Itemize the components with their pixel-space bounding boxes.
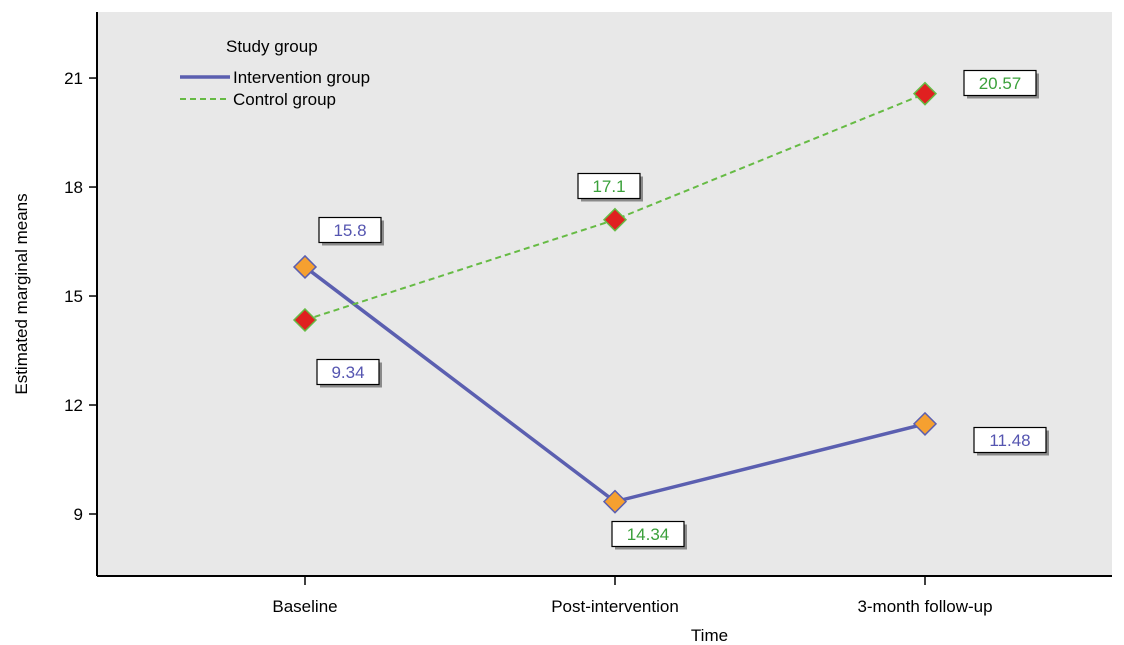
x-tick-label: Post-intervention <box>551 597 679 616</box>
y-tick-label: 21 <box>64 69 83 88</box>
legend: Study group Intervention group Control gr… <box>180 37 370 109</box>
x-tick-label: 3-month follow-up <box>857 597 992 616</box>
data-label-value: 15.8 <box>333 221 366 240</box>
data-point-marker <box>912 411 938 436</box>
data-label: 11.48 <box>973 426 1049 456</box>
series-control <box>292 81 938 333</box>
data-label-value: 14.34 <box>627 525 670 544</box>
x-tick-label: Baseline <box>272 597 337 616</box>
x-ticks: Baseline Post-intervention 3-month follow-… <box>272 576 993 616</box>
y-axis-title: Estimated marginal means <box>12 193 31 394</box>
data-point-marker <box>292 307 318 333</box>
data-label-box <box>577 172 641 200</box>
legend-entry-label: Intervention group <box>233 68 370 87</box>
data-label-box <box>318 216 382 244</box>
plot-area <box>97 12 1112 576</box>
axes <box>96 12 1112 577</box>
y-tick-label: 15 <box>64 287 83 306</box>
data-label: 15.8 <box>318 216 384 246</box>
legend-title: Study group <box>226 37 318 56</box>
data-label-value: 17.1 <box>592 177 625 196</box>
series-intervention <box>292 254 938 514</box>
data-label: 17.1 <box>577 172 643 202</box>
data-label: 9.34 <box>316 358 382 388</box>
data-label-value: 20.57 <box>979 74 1022 93</box>
data-label-value: 11.48 <box>989 431 1030 450</box>
data-label: 14.34 <box>611 520 687 550</box>
data-point-marker <box>602 207 628 232</box>
data-labels: 15.8 9.34 11.48 14.34 17.1 20.57 <box>316 69 1049 550</box>
data-point-marker <box>292 254 318 280</box>
data-label: 20.57 <box>963 69 1039 99</box>
data-label-box <box>611 520 685 548</box>
y-ticks: 9 12 15 18 21 <box>64 69 97 524</box>
data-label-value: 9.34 <box>331 363 364 382</box>
data-point-marker <box>912 81 938 106</box>
data-label-box <box>316 358 380 386</box>
y-tick-label: 12 <box>64 396 83 415</box>
data-label-box <box>963 69 1037 97</box>
x-axis-title: Time <box>691 626 728 645</box>
legend-entry-label: Control group <box>233 90 336 109</box>
data-point-marker <box>602 489 628 514</box>
y-tick-label: 9 <box>74 505 83 524</box>
data-label-box <box>973 426 1047 454</box>
y-tick-label: 18 <box>64 178 83 197</box>
series-layer <box>292 81 938 514</box>
